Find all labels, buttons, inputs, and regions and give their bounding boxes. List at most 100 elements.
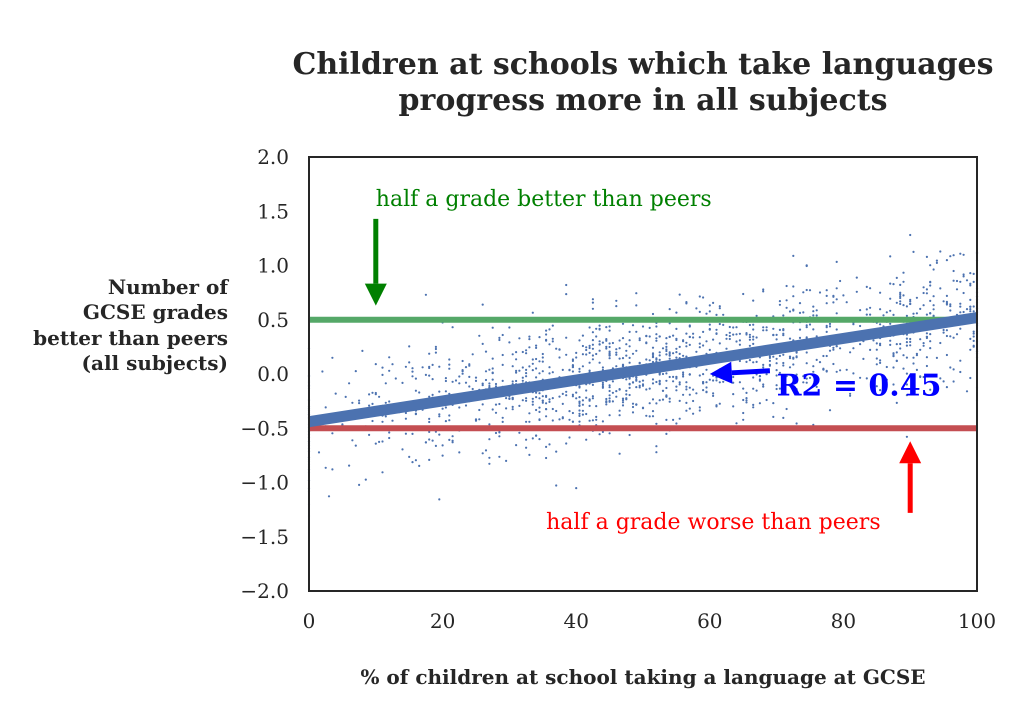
scatter-point (484, 449, 488, 452)
scatter-point (528, 335, 531, 338)
scatter-point (969, 282, 972, 285)
scatter-point (578, 400, 581, 403)
scatter-point (942, 380, 945, 383)
scatter-point (378, 395, 381, 398)
scatter-point (972, 344, 975, 347)
scatter-point (648, 335, 651, 338)
scatter-point (444, 390, 447, 393)
scatter-point (615, 305, 618, 308)
scatter-point (955, 279, 959, 283)
scatter-point (505, 397, 508, 400)
scatter-point (525, 372, 528, 375)
scatter-point (641, 325, 645, 328)
scatter-point (635, 376, 638, 379)
scatter-point (408, 345, 411, 348)
scatter-point (441, 407, 444, 410)
scatter-point (551, 419, 554, 422)
scatter-point (571, 393, 575, 396)
scatter-point (929, 284, 932, 287)
scatter-point (852, 372, 855, 375)
scatter-point (672, 375, 675, 378)
scatter-point (618, 357, 621, 360)
scatter-point (859, 324, 862, 328)
scatter-point (608, 352, 611, 355)
scatter-point (792, 386, 795, 389)
scatter-point (922, 304, 925, 307)
scatter-point (912, 356, 915, 359)
scatter-point (404, 432, 407, 435)
scatter-point (384, 401, 387, 404)
chart-title-line-1: Children at schools which take languages (292, 47, 993, 82)
scatter-point (922, 375, 925, 379)
scatter-point (555, 484, 558, 487)
scatter-point (658, 358, 661, 361)
scatter-point (478, 408, 481, 412)
scatter-point (474, 379, 478, 382)
scatter-point (925, 336, 929, 340)
scatter-point (905, 435, 909, 438)
scatter-point (661, 398, 665, 401)
scatter-point (424, 441, 427, 444)
scatter-point (922, 286, 925, 289)
scatter-point (535, 434, 538, 437)
scatter-point (678, 381, 681, 384)
scatter-point (752, 342, 755, 345)
scatter-point (491, 367, 494, 370)
scatter-point (565, 442, 568, 445)
scatter-point (682, 371, 685, 374)
scatter-point (919, 338, 922, 341)
scatter-point (748, 338, 752, 341)
scatter-point (528, 338, 531, 341)
scatter-point (317, 451, 321, 454)
scatter-point (832, 348, 835, 351)
scatter-point (972, 335, 975, 338)
scatter-point (972, 332, 975, 335)
scatter-point (899, 295, 902, 298)
scatter-point (782, 361, 785, 365)
scatter-point (812, 305, 815, 308)
scatter-point (358, 483, 361, 486)
scatter-point (828, 349, 832, 352)
scatter-point (531, 403, 534, 406)
scatter-point (598, 433, 601, 436)
scatter-point (581, 334, 585, 337)
scatter-point (775, 333, 778, 336)
scatter-point (889, 309, 892, 312)
scatter-point (915, 368, 919, 371)
y-tick-label: 0.5 (257, 308, 289, 332)
scatter-point (869, 287, 872, 290)
scatter-point (631, 381, 635, 384)
scatter-point (545, 333, 548, 336)
scatter-point (648, 359, 651, 362)
scatter-point (618, 388, 621, 391)
scatter-point (431, 378, 434, 381)
scatter-point (414, 413, 417, 416)
scatter-point (428, 374, 431, 377)
scatter-point (872, 339, 875, 342)
scatter-point (545, 338, 548, 341)
scatter-point (665, 348, 668, 351)
scatter-point (902, 271, 905, 274)
scatter-point (762, 290, 765, 293)
scatter-point (672, 334, 675, 337)
scatter-point (571, 395, 575, 398)
scatter-point (404, 365, 407, 368)
scatter-point (812, 370, 815, 373)
scatter-point (768, 356, 772, 359)
scatter-point (555, 347, 558, 350)
scatter-point (895, 301, 898, 304)
scatter-point (775, 387, 778, 391)
scatter-point (762, 366, 765, 369)
scatter-point (635, 403, 638, 406)
scatter-point (565, 390, 568, 393)
scatter-point (808, 392, 812, 395)
y-axis-label-line-3: better than peers (33, 326, 228, 350)
scatter-point (631, 402, 635, 405)
scatter-point (531, 311, 534, 314)
scatter-point (651, 353, 655, 356)
scatter-point (578, 367, 581, 370)
scatter-point (538, 372, 541, 375)
scatter-point (371, 419, 374, 423)
scatter-point (762, 288, 765, 291)
scatter-point (815, 385, 818, 388)
